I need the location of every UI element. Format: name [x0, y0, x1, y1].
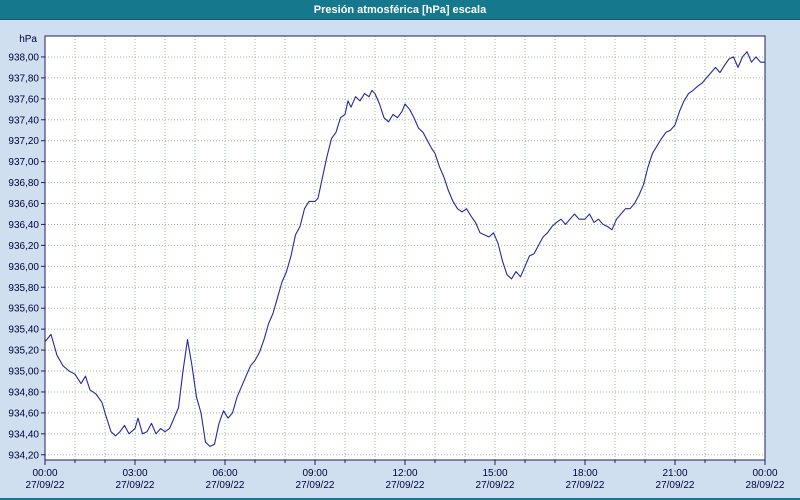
y-tick-label: 934,20 — [8, 450, 39, 461]
pressure-series-line — [44, 51, 765, 447]
y-tick-label: 936,20 — [8, 241, 39, 252]
y-tick-label: 936,00 — [8, 262, 39, 273]
y-tick-label: 937,80 — [8, 73, 39, 84]
y-tick-label: 936,40 — [8, 220, 39, 231]
x-tick-date-label: 27/09/22 — [26, 480, 65, 491]
pressure-line-chart: 938,00 937,80 937,60 937,40 937,20 937,00 936,… — [8, 34, 785, 491]
x-tick-date-label: 27/09/22 — [386, 480, 425, 491]
y-axis-unit-label: hPa — [19, 34, 37, 45]
y-tick-label: 937,40 — [8, 115, 39, 126]
y-tick-label: 934,80 — [8, 387, 39, 398]
x-tick-time-label: 03:00 — [122, 468, 147, 479]
x-tick-time-label: 06:00 — [212, 468, 237, 479]
x-tick-date-label: 28/09/22 — [746, 480, 785, 491]
y-tick-label: 934,60 — [8, 408, 39, 419]
y-tick-label: 937,60 — [8, 94, 39, 105]
x-tick-time-label: 15:00 — [482, 468, 507, 479]
y-tick-label: 935,20 — [8, 346, 39, 357]
x-tick-time-label: 12:00 — [392, 468, 417, 479]
y-tick-label: 936,60 — [8, 199, 39, 210]
y-tick-label: 937,00 — [8, 157, 39, 168]
y-tick-label: 938,00 — [8, 52, 39, 63]
x-tick-time-label: 21:00 — [662, 468, 687, 479]
x-tick-date-label: 27/09/22 — [656, 480, 695, 491]
x-tick-date-label: 27/09/22 — [296, 480, 335, 491]
x-tick-date-label: 27/09/22 — [206, 480, 245, 491]
window-title: Presión atmosférica [hPa] escala — [0, 0, 800, 20]
y-tick-label: 935,40 — [8, 325, 39, 336]
x-tick-date-label: 27/09/22 — [476, 480, 515, 491]
y-tick-label: 935,80 — [8, 283, 39, 294]
x-tick-time-label: 00:00 — [752, 468, 777, 479]
y-tick-label: 935,60 — [8, 304, 39, 315]
x-tick-date-label: 27/09/22 — [116, 480, 155, 491]
y-tick-label: 937,20 — [8, 136, 39, 147]
x-tick-date-label: 27/09/22 — [566, 480, 605, 491]
window-bottom-border — [0, 498, 800, 500]
y-tick-label: 934,40 — [8, 429, 39, 440]
chart-area: 938,00 937,80 937,60 937,40 937,20 937,00 936,… — [0, 20, 800, 498]
x-tick-time-label: 00:00 — [32, 468, 57, 479]
plot-background — [45, 36, 765, 460]
y-tick-label: 935,00 — [8, 367, 39, 378]
x-tick-time-label: 18:00 — [572, 468, 597, 479]
x-tick-time-label: 09:00 — [302, 468, 327, 479]
y-tick-label: 936,80 — [8, 178, 39, 189]
